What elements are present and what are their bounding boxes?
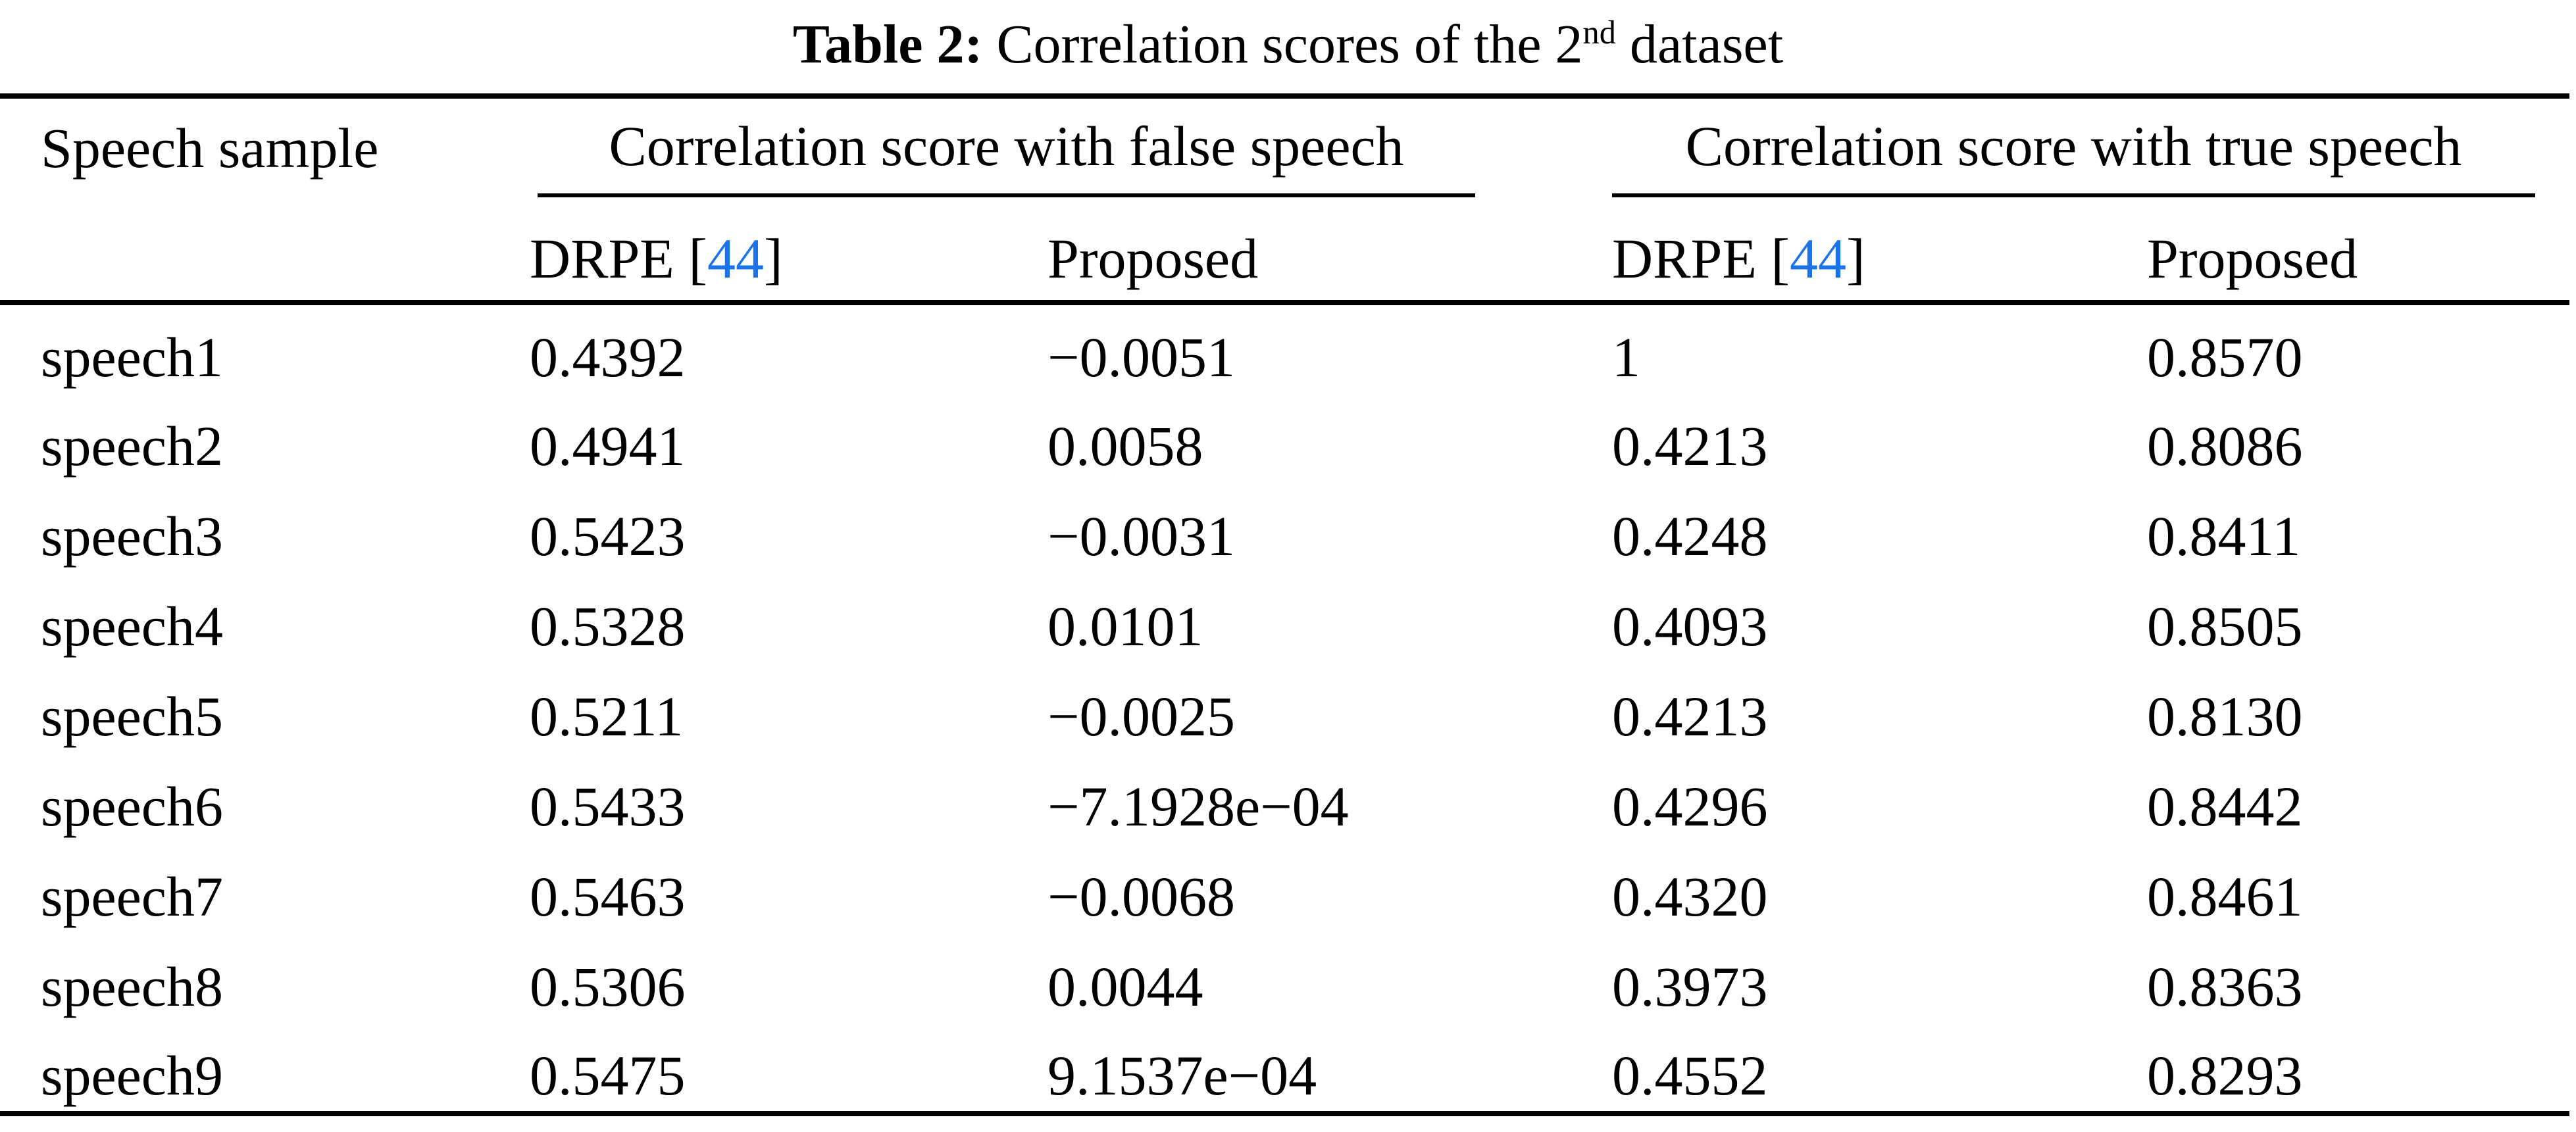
cell-false-drpe: 0.5423 <box>530 504 686 568</box>
cell-sample: speech8 <box>41 955 223 1018</box>
correlation-table: Speech sample Correlation score with fal… <box>0 93 2570 1116</box>
cell-false-drpe: 0.5433 <box>530 775 686 838</box>
cell-true-proposed: 0.8461 <box>2147 865 2303 928</box>
cell-sample: speech7 <box>41 865 223 928</box>
cell-true-drpe: 0.4296 <box>1612 775 1768 838</box>
subheader-drpe-true: DRPE [44] <box>1612 197 2148 305</box>
cell-true-drpe: 0.4213 <box>1612 414 1768 478</box>
table-row: speech8 0.5306 0.0044 0.3973 0.8363 <box>0 933 2569 1023</box>
caption-label: Table 2: <box>792 14 983 75</box>
cell-false-proposed: −7.1928e−04 <box>1048 775 1349 838</box>
cell-sample: speech5 <box>41 685 223 748</box>
table-row: speech3 0.5423 −0.0031 0.4248 0.8411 <box>0 483 2569 573</box>
subheader-proposed-true: Proposed <box>2147 197 2570 305</box>
citation-link-44[interactable]: 44 <box>707 227 764 290</box>
cell-false-drpe: 0.4392 <box>530 326 686 389</box>
table-row: speech6 0.5433 −7.1928e−04 0.4296 0.8442 <box>0 753 2569 843</box>
group-header-false-label: Correlation score with false speech <box>609 114 1404 178</box>
cell-sample: speech4 <box>41 595 223 658</box>
cell-true-proposed: 0.8086 <box>2147 414 2303 478</box>
subheader-empty <box>0 197 530 305</box>
group-header-true-label: Correlation score with true speech <box>1685 114 2462 178</box>
cell-true-proposed: 0.8570 <box>2147 326 2303 389</box>
cell-true-drpe: 0.4552 <box>1612 1044 1768 1107</box>
cell-true-drpe: 0.4093 <box>1612 595 1768 658</box>
table-row: speech9 0.5475 9.1537e−04 0.4552 0.8293 <box>0 1023 2569 1114</box>
caption-ordinal-suffix: nd <box>1582 14 1616 51</box>
table-row: speech7 0.5463 −0.0068 0.4320 0.8461 <box>0 843 2569 933</box>
cell-false-proposed: −0.0068 <box>1048 865 1236 928</box>
cell-false-drpe: 0.5475 <box>530 1044 686 1107</box>
cell-true-drpe: 0.4320 <box>1612 865 1768 928</box>
cell-false-proposed: 0.0044 <box>1048 955 1203 1018</box>
group-header-true-speech: Correlation score with true speech <box>1612 96 2569 197</box>
group-header-true-rule: Correlation score with true speech <box>1612 99 2536 197</box>
table-row: speech1 0.4392 −0.0051 1 0.8570 <box>0 303 2569 393</box>
drpe-label-close: ] <box>763 227 783 290</box>
drpe-label: DRPE [ <box>530 227 707 290</box>
group-header-row: Speech sample Correlation score with fal… <box>0 96 2569 197</box>
cell-false-drpe: 0.4941 <box>530 414 686 478</box>
cell-sample: speech2 <box>41 414 223 478</box>
cell-false-drpe: 0.5306 <box>530 955 686 1018</box>
subheader-row: DRPE [44] Proposed DRPE [44] Proposed <box>0 197 2570 305</box>
cell-true-proposed: 0.8411 <box>2147 504 2301 568</box>
table-row: speech5 0.5211 −0.0025 0.4213 0.8130 <box>0 663 2569 753</box>
cell-sample: speech9 <box>41 1044 223 1107</box>
citation-link-44[interactable]: 44 <box>1789 227 1846 290</box>
cell-true-drpe: 0.3973 <box>1612 955 1768 1018</box>
drpe-label: DRPE [ <box>1612 227 1790 290</box>
cell-true-drpe: 0.4248 <box>1612 504 1768 568</box>
cell-sample: speech3 <box>41 504 223 568</box>
group-header-false-speech: Correlation score with false speech <box>530 96 1612 197</box>
cell-true-drpe: 1 <box>1612 326 1641 389</box>
cell-true-proposed: 0.8293 <box>2147 1044 2303 1107</box>
cell-true-proposed: 0.8442 <box>2147 775 2303 838</box>
table-caption: Table 2: Correlation scores of the 2nd d… <box>0 0 2576 80</box>
cell-false-proposed: −0.0025 <box>1048 685 1236 748</box>
table-row: speech2 0.4941 0.0058 0.4213 0.8086 <box>0 393 2569 483</box>
caption-text: Correlation scores of the 2 <box>982 14 1583 75</box>
table-row: speech4 0.5328 0.0101 0.4093 0.8505 <box>0 573 2569 663</box>
subheader-proposed-false: Proposed <box>1048 197 1613 305</box>
cell-false-drpe: 0.5211 <box>530 685 684 748</box>
cell-true-proposed: 0.8363 <box>2147 955 2303 1018</box>
cell-false-proposed: 0.0101 <box>1048 595 1203 658</box>
col-header-speech-sample: Speech sample <box>41 116 379 180</box>
drpe-label-close: ] <box>1846 227 1865 290</box>
cell-false-proposed: 9.1537e−04 <box>1048 1044 1317 1107</box>
cell-false-drpe: 0.5463 <box>530 865 686 928</box>
cell-true-drpe: 0.4213 <box>1612 685 1768 748</box>
cell-false-drpe: 0.5328 <box>530 595 686 658</box>
cell-false-proposed: 0.0058 <box>1048 414 1203 478</box>
subheader-drpe-false: DRPE [44] <box>530 197 1048 305</box>
group-header-false-rule: Correlation score with false speech <box>538 99 1476 197</box>
cell-sample: speech1 <box>41 326 223 389</box>
table-body: speech1 0.4392 −0.0051 1 0.8570 speech2 … <box>0 303 2569 1114</box>
cell-false-proposed: −0.0051 <box>1048 326 1236 389</box>
caption-tail: dataset <box>1615 14 1784 75</box>
cell-false-proposed: −0.0031 <box>1048 504 1236 568</box>
cell-true-proposed: 0.8130 <box>2147 685 2303 748</box>
cell-sample: speech6 <box>41 775 223 838</box>
cell-true-proposed: 0.8505 <box>2147 595 2303 658</box>
